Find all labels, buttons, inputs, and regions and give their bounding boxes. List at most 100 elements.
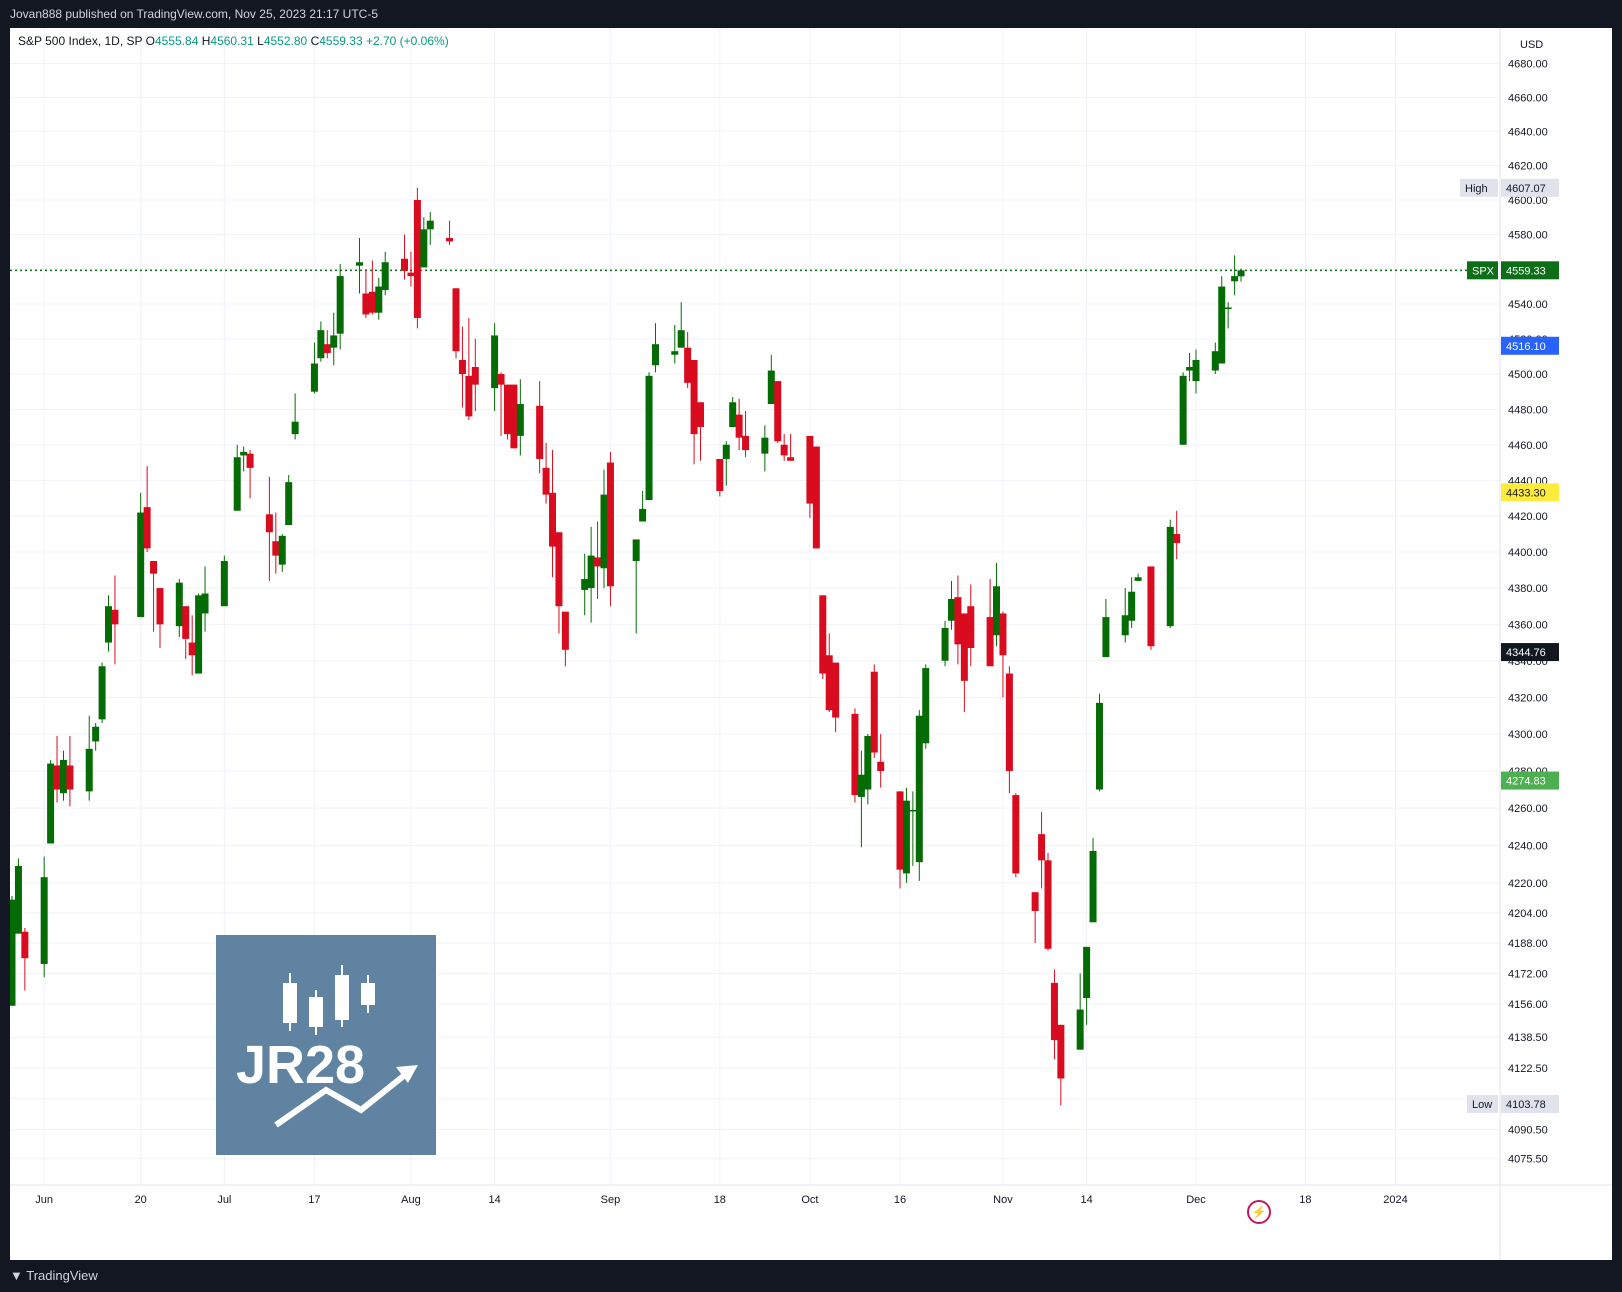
candle-body <box>677 330 685 348</box>
candle-body <box>825 655 833 711</box>
candle-body <box>14 865 22 934</box>
y-tick-label: 4138.50 <box>1508 1032 1548 1044</box>
y-tick-label: 4420.00 <box>1508 511 1548 523</box>
candle-body <box>742 435 750 451</box>
y-tick-label: 4600.00 <box>1508 195 1548 207</box>
price-badge-label: SPX <box>1472 265 1495 277</box>
candle-body <box>452 288 460 352</box>
x-tick-label: 2024 <box>1383 1194 1407 1206</box>
x-tick-label: 18 <box>1299 1194 1311 1206</box>
x-tick-label: 16 <box>894 1194 906 1206</box>
low-value: 4552.80 <box>263 34 308 48</box>
candle-body <box>780 444 788 456</box>
y-tick-label: 4172.00 <box>1508 968 1548 980</box>
x-tick-label: Jul <box>217 1194 231 1206</box>
y-tick-label: 4360.00 <box>1508 619 1548 631</box>
y-tick-label: 4204.00 <box>1508 908 1548 920</box>
brand-text: TradingView <box>26 1268 98 1283</box>
low-label: L <box>257 34 264 48</box>
candle-body <box>697 402 705 428</box>
candle-body <box>407 272 415 277</box>
candle-body <box>98 666 106 720</box>
candlestick-chart[interactable]: 4075.504090.504106.504122.504138.504156.… <box>10 28 1612 1260</box>
change-value: +2.70 (+0.06%) <box>365 34 449 48</box>
candle-body <box>381 262 389 291</box>
candle-body <box>233 457 241 511</box>
candle-body <box>1192 359 1200 382</box>
candle-body <box>967 606 975 648</box>
candle-body <box>639 508 647 522</box>
candle-body <box>413 199 421 318</box>
price-badge <box>1501 643 1559 662</box>
y-tick-label: 4220.00 <box>1508 878 1548 890</box>
y-tick-label: 4240.00 <box>1508 840 1548 852</box>
price-badge-tag <box>1467 1094 1498 1113</box>
jr28-logo: JR28 <box>216 935 436 1155</box>
candle-body <box>960 613 968 681</box>
candle-body <box>362 293 370 315</box>
candle-body <box>774 381 782 442</box>
price-badge-value: 4103.78 <box>1506 1099 1546 1111</box>
y-tick-label: 4660.00 <box>1508 92 1548 104</box>
candle-body <box>510 384 518 449</box>
candle-body <box>426 220 434 230</box>
candle-body <box>59 759 67 794</box>
candle-body <box>587 555 595 589</box>
candle-body <box>40 877 48 964</box>
candle-body <box>832 662 840 718</box>
price-badge-value: 4274.83 <box>1506 776 1546 788</box>
candle-body <box>1211 351 1219 371</box>
x-tick-label: 14 <box>488 1194 500 1206</box>
candle-body <box>542 467 550 495</box>
price-badge-value: 4344.76 <box>1506 647 1546 659</box>
candle-body <box>993 586 1001 636</box>
candle-body <box>355 262 363 266</box>
candle-body <box>864 735 872 790</box>
candle-body <box>735 414 743 438</box>
candle-body <box>446 237 454 242</box>
candle-body <box>1005 673 1013 772</box>
x-tick-label: Jun <box>35 1194 53 1206</box>
candle-body <box>92 726 100 742</box>
candle-body <box>787 457 795 461</box>
candle-body <box>1083 946 1091 999</box>
y-tick-label: 4460.00 <box>1508 440 1548 452</box>
candle-body <box>761 437 769 454</box>
tradingview-logo-icon: ▼ <box>10 1268 23 1283</box>
candle-body <box>85 748 93 792</box>
candle-body <box>915 715 923 863</box>
x-tick-label: 18 <box>714 1194 726 1206</box>
candle-body <box>310 363 318 392</box>
high-label: H <box>201 34 211 48</box>
candle-body <box>690 359 698 435</box>
candle-body <box>671 351 679 355</box>
price-badge <box>1501 261 1559 280</box>
y-tick-label: 4075.50 <box>1508 1154 1548 1166</box>
candle-body <box>767 370 775 405</box>
candle-body <box>465 375 473 417</box>
candle-body <box>1095 702 1103 790</box>
candle-body <box>851 713 859 796</box>
candle-body <box>497 374 505 385</box>
candle-body <box>503 384 511 435</box>
x-tick-label: Sep <box>601 1194 621 1206</box>
candle-body <box>1089 850 1097 923</box>
y-tick-label: 4380.00 <box>1508 583 1548 595</box>
jr28-logo-text: JR28 <box>236 1035 365 1095</box>
lightning-icon[interactable]: ⚡ <box>1247 1200 1271 1224</box>
candle-body <box>606 462 614 587</box>
close-value: 4559.33 <box>319 34 363 48</box>
candle-body <box>272 541 280 556</box>
x-tick-label: Dec <box>1186 1194 1206 1206</box>
candle-body <box>201 593 209 614</box>
candle-body <box>1179 375 1187 445</box>
candle-body <box>986 617 994 667</box>
candle-body <box>999 613 1007 656</box>
price-badge-value: 4516.10 <box>1506 341 1546 353</box>
candle-body <box>902 800 910 874</box>
candle-body <box>729 402 737 428</box>
candle-body <box>722 444 730 459</box>
candle-body <box>105 606 113 643</box>
candle-body <box>156 588 164 625</box>
y-tick-label: 4156.00 <box>1508 999 1548 1011</box>
